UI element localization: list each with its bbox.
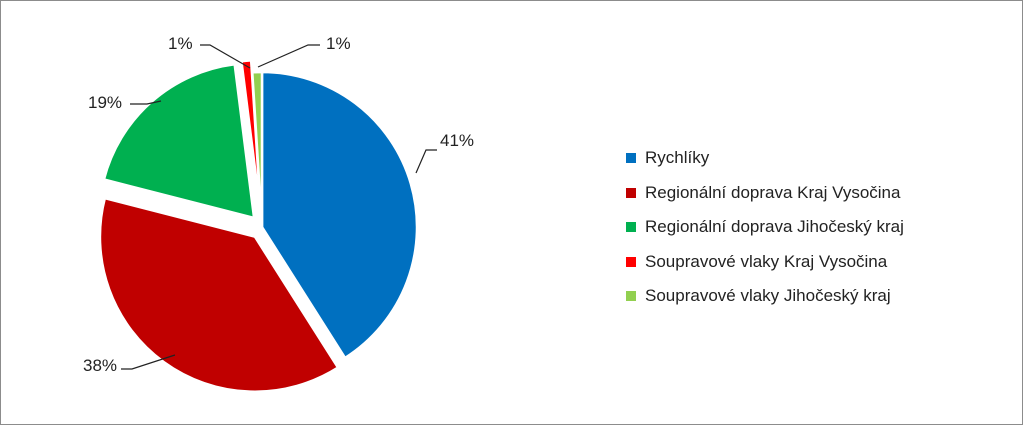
legend-label-soupravove-vysocina: Soupravové vlaky Kraj Vysočina bbox=[645, 251, 888, 271]
legend-label-soupravove-jihocesky: Soupravové vlaky Jihočeský kraj bbox=[645, 286, 891, 306]
pie-slice-rychliky bbox=[260, 70, 419, 360]
leader-line-soupravove-vysocina bbox=[200, 44, 251, 69]
legend-item-regionalni-vysocina: Regionální doprava Kraj Vysočina bbox=[626, 176, 904, 211]
legend-label-regionalni-vysocina: Regionální doprava Kraj Vysočina bbox=[645, 182, 901, 202]
leader-line-regionalni-jihocesky bbox=[130, 100, 162, 105]
legend-swatch-regionalni-vysocina bbox=[626, 187, 636, 198]
leader-line-soupravove-jihocesky bbox=[257, 44, 320, 68]
legend-swatch-regionalni-jihocesky bbox=[626, 222, 636, 233]
data-label-soupravove-jihocesky: 1% bbox=[326, 34, 351, 53]
legend-item-soupravove-vysocina: Soupravové vlaky Kraj Vysočina bbox=[626, 245, 904, 280]
leader-line-rychliky bbox=[415, 149, 437, 174]
legend-item-regionalni-jihocesky: Regionální doprava Jihočeský kraj bbox=[626, 210, 904, 245]
legend-swatch-soupravove-jihocesky bbox=[626, 291, 636, 302]
data-label-rychliky: 41% bbox=[440, 131, 474, 150]
legend-swatch-soupravove-vysocina bbox=[626, 256, 636, 267]
leader-line-regionalni-vysocina bbox=[121, 354, 176, 370]
data-label-soupravove-vysocina: 1% bbox=[168, 34, 193, 53]
pie-slice-soupravove-jihocesky bbox=[251, 70, 264, 229]
legend: Rychlíky Regionální doprava Kraj Vysočin… bbox=[626, 141, 904, 314]
pie-slice-regionalni-jihocesky bbox=[102, 62, 256, 220]
legend-swatch-rychliky bbox=[626, 153, 636, 164]
legend-label-regionalni-jihocesky: Regionální doprava Jihočeský kraj bbox=[645, 217, 904, 237]
pie-slice-soupravove-vysocina bbox=[240, 59, 263, 217]
data-label-regionalni-jihocesky: 19% bbox=[88, 93, 122, 112]
legend-label-rychliky: Rychlíky bbox=[645, 148, 710, 168]
data-label-regionalni-vysocina: 38% bbox=[83, 356, 117, 375]
pie-slice-regionalni-vysocina bbox=[98, 196, 340, 393]
legend-item-soupravove-jihocesky: Soupravové vlaky Jihočeský kraj bbox=[626, 279, 904, 314]
legend-item-rychliky: Rychlíky bbox=[626, 141, 904, 176]
